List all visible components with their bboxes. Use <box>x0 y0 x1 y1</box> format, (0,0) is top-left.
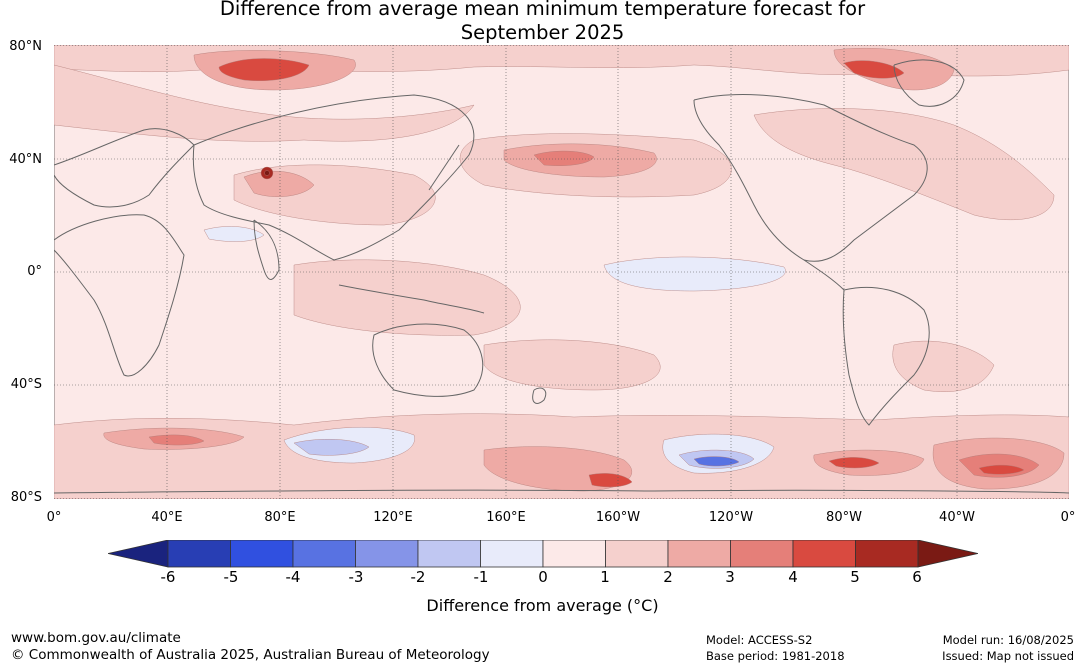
so-warm-1-core <box>148 434 205 446</box>
colorbar-tick: -2 <box>410 568 426 586</box>
colorbar-cell <box>230 540 294 568</box>
colorbar-cell <box>730 540 794 568</box>
lon-label-80w: 80°W <box>826 510 862 525</box>
anomaly-map <box>54 45 1069 499</box>
greenland-coast <box>893 59 965 107</box>
lat-label-80s: 80°S <box>10 490 42 505</box>
footer-issued: Issued: Map not issued <box>942 649 1074 663</box>
lon-label-80e: 80°E <box>264 510 296 525</box>
colorbar-tick: -4 <box>285 568 301 586</box>
north-america-coast <box>693 94 928 262</box>
lon-label-0-right: 0° <box>1060 510 1076 525</box>
footer-model-run: Model run: 16/08/2025 <box>942 633 1074 647</box>
colorbar-cell <box>355 540 419 568</box>
so-warm-3-core <box>828 457 880 469</box>
map-title: Difference from average mean minimum tem… <box>0 0 1085 45</box>
tibet-hotspot-core <box>264 170 270 176</box>
so-cool-1-core <box>293 439 370 456</box>
so-cool-2-center <box>693 456 740 467</box>
title-line-2: September 2025 <box>460 21 625 44</box>
central-america-coast <box>803 259 845 291</box>
lon-label-160e: 160°E <box>486 510 526 525</box>
lat-label-80n: 80°N <box>9 39 42 54</box>
colorbar-tick: -5 <box>223 568 239 586</box>
europe-coast <box>54 128 195 208</box>
colorbar-cell <box>292 540 356 568</box>
india-coast <box>253 219 280 280</box>
lon-label-40e: 40°E <box>151 510 183 525</box>
asia-coast <box>192 94 475 261</box>
title-line-1: Difference from average mean minimum tem… <box>219 0 866 20</box>
lat-label-40s: 40°S <box>10 377 42 392</box>
lon-label-40w: 40°W <box>939 510 975 525</box>
colorbar-tick: 4 <box>788 568 798 586</box>
lat-label-0: 0° <box>27 264 42 279</box>
so-warm-2-core <box>588 473 633 488</box>
footer-website: www.bom.gov.au/climate <box>11 630 181 646</box>
footer-base-period: Base period: 1981-2018 <box>706 649 845 663</box>
lon-label-160w: 160°W <box>595 510 641 525</box>
africa-coast <box>54 214 185 377</box>
colorbar-tick: 2 <box>663 568 673 586</box>
colorbar-cell <box>542 540 606 568</box>
coastlines <box>54 59 1069 494</box>
colorbar-tick: -6 <box>160 568 176 586</box>
footer-copyright: © Commonwealth of Australia 2025, Austra… <box>11 647 490 663</box>
nz-coast <box>532 387 547 404</box>
colorbar-cells <box>108 540 978 568</box>
graticule <box>54 45 1069 499</box>
greenland-core <box>843 60 905 79</box>
colorbar-tick: 1 <box>600 568 610 586</box>
colorbar-cell <box>855 540 919 568</box>
japan-coast <box>428 144 460 191</box>
north-america-warm <box>753 108 1055 220</box>
antarctica-coast <box>54 489 1069 494</box>
eurasia-warm-1 <box>54 64 475 142</box>
colorbar-extender-low <box>108 540 169 568</box>
lon-label-120w: 120°W <box>708 510 754 525</box>
indonesia-coast <box>338 284 485 314</box>
colorbar-tick: 5 <box>850 568 860 586</box>
africa-cool <box>203 226 265 242</box>
s-pacific-warm <box>483 339 661 391</box>
so-warm-4-center <box>978 464 1025 475</box>
colorbar-tick: 0 <box>538 568 548 586</box>
colorbar-cell <box>480 540 544 568</box>
colorbar <box>108 540 978 568</box>
colorbar-cell <box>417 540 481 568</box>
footer-model: Model: ACCESS-S2 <box>706 633 813 647</box>
lat-label-40n: 40°N <box>9 152 42 167</box>
colorbar-label: Difference from average (°C) <box>426 596 659 615</box>
australia-coast <box>372 323 484 397</box>
siberia-core <box>218 58 310 81</box>
lon-label-120e: 120°E <box>373 510 413 525</box>
colorbar-extender-high <box>917 540 978 568</box>
colorbar-cell <box>667 540 731 568</box>
colorbar-cell <box>605 540 669 568</box>
colorbar-tick: 3 <box>725 568 735 586</box>
south-america-coast <box>842 286 930 426</box>
colorbar-cell <box>792 540 856 568</box>
colorbar-tick: -1 <box>473 568 489 586</box>
eq-pacific-cool <box>603 256 786 292</box>
s-america-warm <box>892 340 995 392</box>
colorbar-cell <box>167 540 231 568</box>
lon-label-0: 0° <box>46 510 62 525</box>
colorbar-tick: 6 <box>912 568 922 586</box>
colorbar-tick: -3 <box>348 568 364 586</box>
north-pacific-center <box>533 150 595 166</box>
